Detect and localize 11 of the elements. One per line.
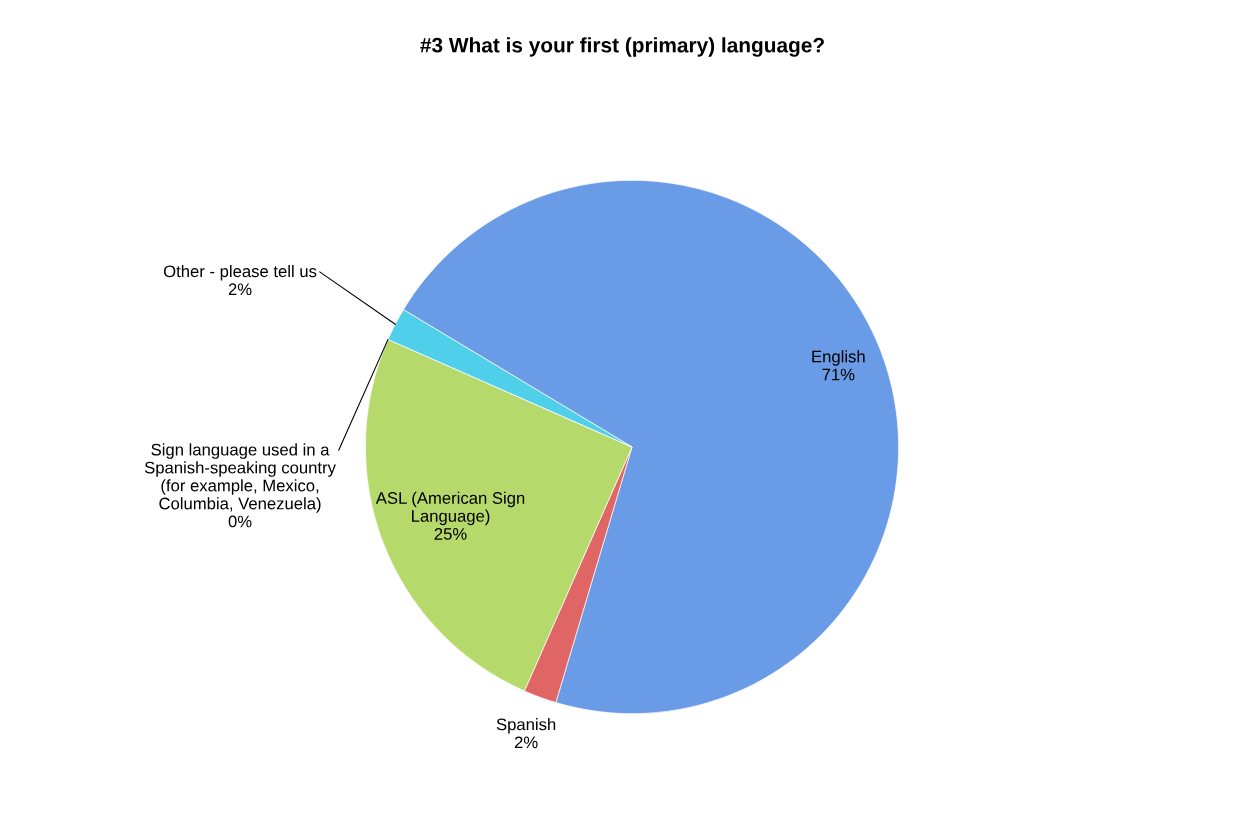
slice-label: Spanish [496, 718, 556, 734]
slice-label: Other - please tell us [163, 264, 317, 281]
data-label: 71% [822, 368, 855, 381]
data-label: 2% [514, 736, 538, 749]
slice-label: English [812, 350, 865, 366]
data-label: 25% [434, 528, 467, 540]
data-label: 2% [228, 283, 252, 296]
text: 0% [228, 515, 252, 528]
chart-title: #3 What is your first (primary) language? [420, 37, 824, 57]
slice-label: ASL (American Sign Language) [375, 491, 525, 526]
category-label: Sign language used in a Spanish-speaking country (for example, Mexico, Columbia, Venezuela) [144, 443, 336, 513]
